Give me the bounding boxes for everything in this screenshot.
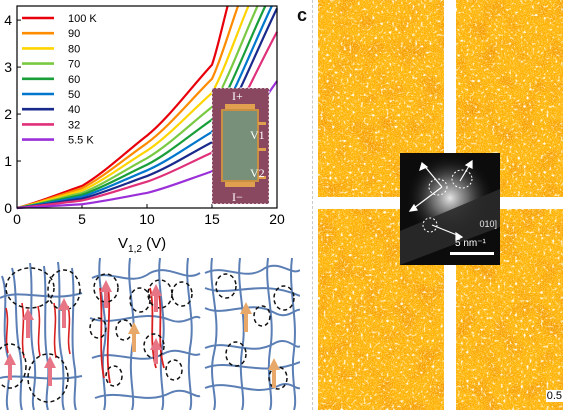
series-line-0 bbox=[16, 5, 229, 210]
x-tick-label: 10 bbox=[139, 211, 155, 227]
schematic-left bbox=[0, 261, 83, 410]
legend-label: 60 bbox=[68, 74, 80, 86]
panel-label: c bbox=[297, 5, 308, 25]
legend-label: 40 bbox=[68, 104, 80, 116]
v2-contact-bottom bbox=[258, 176, 266, 179]
v1-label: V1 bbox=[250, 128, 265, 142]
inset-zone-axis-label: 010] bbox=[479, 219, 497, 229]
inset-scale-bar bbox=[450, 252, 494, 255]
diffraction-inset: 010] 5 nm⁻¹ bbox=[400, 153, 500, 265]
series-line-5 bbox=[16, 5, 273, 210]
series-line-1 bbox=[16, 5, 240, 210]
v2-label: V2 bbox=[250, 166, 265, 180]
y-tick-label: 2 bbox=[4, 106, 12, 122]
axes-frame bbox=[16, 5, 278, 209]
y-tick-label: 0 bbox=[4, 200, 12, 216]
v1-contact-top bbox=[258, 122, 266, 125]
legend-label: 100 K bbox=[68, 13, 97, 25]
inset-scale-label: 5 nm⁻¹ bbox=[455, 238, 486, 249]
series-line-4 bbox=[16, 5, 267, 210]
panel-separator bbox=[312, 0, 313, 410]
series-line-2 bbox=[16, 5, 250, 210]
network-schematic bbox=[0, 258, 300, 410]
schematic-right bbox=[204, 258, 300, 410]
x-tick-label: 20 bbox=[269, 211, 285, 227]
legend-label: 70 bbox=[68, 59, 80, 71]
schematic-middle bbox=[89, 258, 201, 410]
x-tick-label: 5 bbox=[78, 211, 86, 227]
legend-label: 5.5 K bbox=[68, 135, 94, 147]
y-axis-ticks: 0 1 2 3 4 bbox=[4, 12, 21, 216]
top-contact bbox=[225, 104, 255, 109]
legend-label: 32 bbox=[68, 119, 80, 131]
bottom-current-label: I− bbox=[232, 190, 243, 204]
legend-label: 90 bbox=[68, 28, 80, 40]
bottom-contact bbox=[225, 182, 255, 187]
v1-contact-bottom bbox=[258, 148, 266, 151]
tem-scale-label: 0.5 bbox=[545, 390, 563, 402]
device-inset: I+ I− V1 V2 bbox=[211, 87, 270, 205]
x-axis-label: V1,2 (V) bbox=[118, 235, 166, 255]
y-tick-label: 3 bbox=[4, 59, 12, 75]
legend: 100 K 90 80 70 60 50 40 32 5.5 K bbox=[22, 13, 97, 147]
x-tick-label: 0 bbox=[13, 211, 21, 227]
series-line-6 bbox=[16, 7, 278, 210]
legend-label: 50 bbox=[68, 89, 80, 101]
legend-label: 80 bbox=[68, 43, 80, 55]
top-current-label: I+ bbox=[232, 89, 243, 103]
y-tick-label: 4 bbox=[4, 12, 12, 28]
series-line-3 bbox=[16, 5, 259, 210]
y-tick-label: 1 bbox=[4, 153, 12, 169]
sample-flake bbox=[221, 109, 259, 182]
diffraction-pattern bbox=[400, 153, 500, 265]
x-tick-label: 15 bbox=[204, 211, 220, 227]
